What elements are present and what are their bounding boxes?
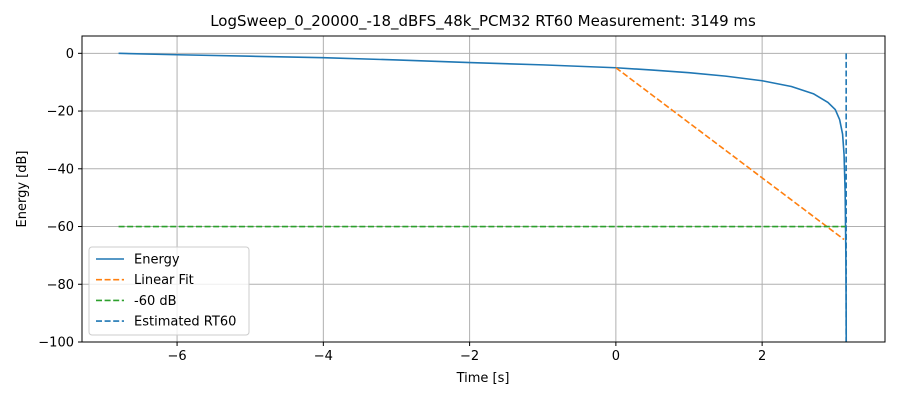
legend-label: -60 dB <box>134 294 177 309</box>
legend-label: Energy <box>134 253 180 268</box>
y-axis-ticks: 0 −20 −40 −60 −80 −100 <box>38 47 82 351</box>
chart-title: LogSweep_0_20000_-18_dBFS_48k_PCM32 RT60… <box>210 12 756 31</box>
legend-box <box>88 246 250 336</box>
y-tick-label: 0 <box>66 47 74 62</box>
series-linear-fit-line <box>615 67 845 241</box>
x-tick-label: −2 <box>460 349 479 364</box>
x-tick-label: −4 <box>314 349 333 364</box>
legend-label: Estimated RT60 <box>134 315 236 330</box>
legend: Energy Linear Fit -60 dB Estimated RT60 <box>88 246 250 336</box>
plot-series <box>118 52 848 343</box>
x-tick-label: −6 <box>167 349 186 364</box>
y-axis-label: Energy [dB] <box>15 151 30 228</box>
y-tick-label: −60 <box>47 220 74 235</box>
y-tick-label: −40 <box>47 162 74 177</box>
x-tick-label: 0 <box>612 349 620 364</box>
legend-label: Linear Fit <box>134 273 194 288</box>
y-tick-label: −20 <box>47 105 74 120</box>
x-axis-label: Time [s] <box>456 371 510 386</box>
x-axis-ticks: −6 −4 −2 0 2 <box>167 342 766 364</box>
y-tick-label: −80 <box>47 278 74 293</box>
x-tick-label: 2 <box>758 349 766 364</box>
plot-frame <box>81 35 886 343</box>
series-energy-line <box>118 52 848 343</box>
y-tick-label: −100 <box>38 336 74 351</box>
